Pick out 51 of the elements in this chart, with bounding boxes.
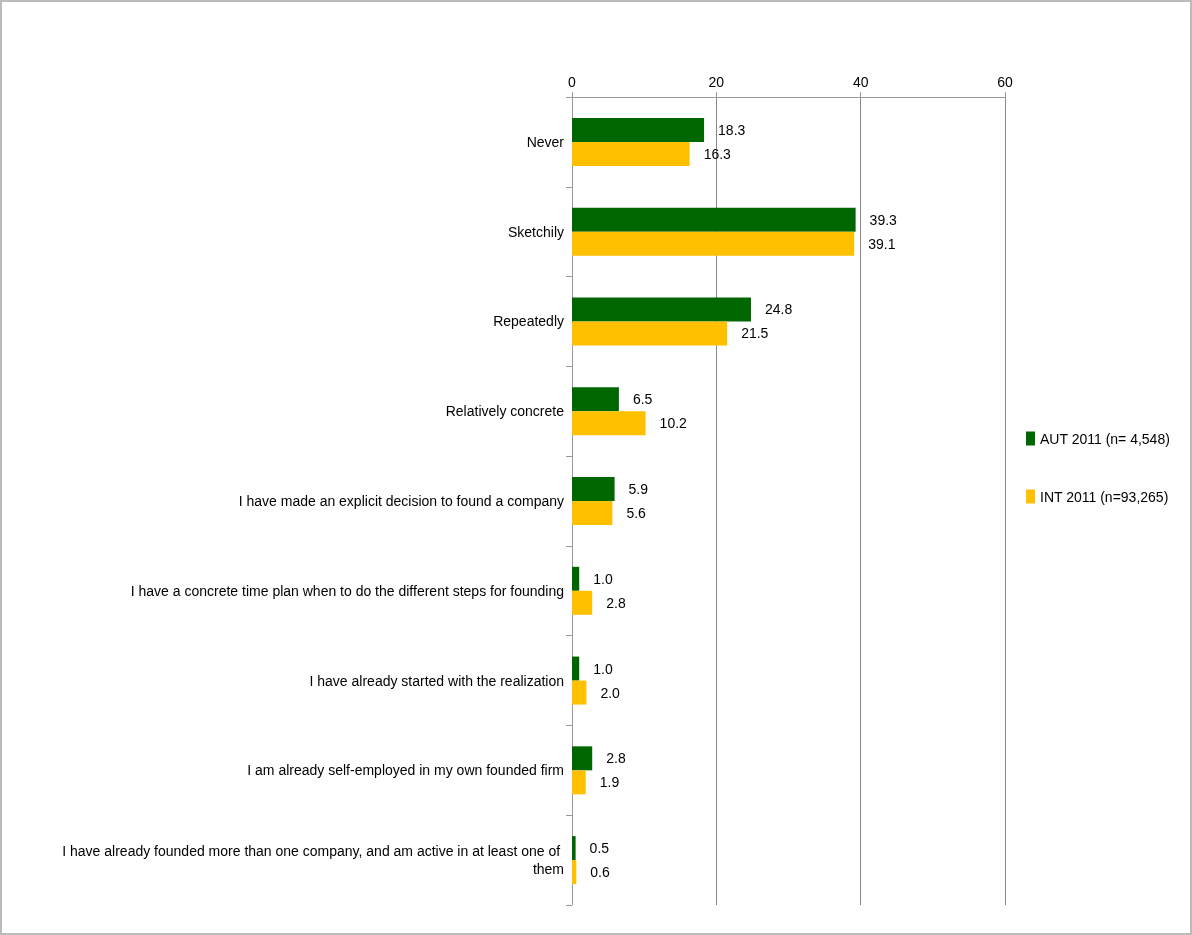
legend-label: AUT 2011 (n= 4,548) bbox=[1040, 430, 1170, 447]
bar bbox=[572, 321, 728, 346]
y-tick-label: Relatively concrete bbox=[445, 403, 565, 420]
x-tick-label: 60 bbox=[997, 74, 1013, 90]
bar bbox=[572, 477, 615, 501]
data-label: 0.5 bbox=[589, 840, 610, 857]
bar bbox=[572, 297, 751, 322]
y-tick-label: Never bbox=[526, 133, 565, 150]
bar bbox=[572, 231, 855, 256]
y-tick-label: I have already founded more than one company, and am active in at least one of them bbox=[62, 843, 564, 878]
y-tick-label: I have already started with the realization bbox=[309, 672, 564, 689]
data-label: 2.0 bbox=[600, 684, 621, 701]
bar bbox=[572, 680, 587, 705]
bar bbox=[572, 411, 646, 436]
x-tick-label: 0 bbox=[568, 74, 577, 90]
data-label: 6.5 bbox=[632, 391, 653, 408]
y-tick-label: I have made an explicit decision to found a company bbox=[238, 493, 564, 509]
bar bbox=[572, 117, 705, 142]
x-tick-label: 40 bbox=[852, 74, 869, 90]
data-label: 1.0 bbox=[593, 660, 613, 677]
y-tick-label: I have a concrete time plan when to do the different steps for founding bbox=[130, 582, 564, 599]
bar bbox=[572, 860, 577, 885]
data-label: 1.0 bbox=[593, 570, 613, 587]
data-label: 16.3 bbox=[703, 145, 732, 162]
data-label: 1.9 bbox=[599, 774, 620, 791]
bar bbox=[572, 501, 613, 525]
legend-label: INT 2011 (n=93,265) bbox=[1040, 488, 1169, 505]
x-tick-label: 20 bbox=[708, 74, 725, 90]
data-label: 24.8 bbox=[764, 301, 793, 318]
data-label: 2.8 bbox=[606, 750, 626, 767]
bar bbox=[572, 387, 619, 412]
bar bbox=[572, 770, 586, 795]
data-label: 0.6 bbox=[590, 864, 611, 881]
data-label: 5.6 bbox=[626, 505, 647, 521]
y-tick-label: I am already self-employed in my own founded firm bbox=[247, 762, 564, 779]
data-label: 18.3 bbox=[718, 121, 746, 138]
data-label: 2.8 bbox=[606, 594, 626, 611]
data-label: 21.5 bbox=[741, 325, 769, 342]
data-label: 39.1 bbox=[868, 235, 896, 252]
data-label: 5.9 bbox=[628, 481, 649, 497]
y-tick-label: Repeatedly bbox=[493, 313, 564, 330]
data-label: 10.2 bbox=[659, 415, 688, 432]
bar bbox=[572, 656, 580, 681]
bar bbox=[572, 207, 856, 232]
bar bbox=[572, 590, 593, 615]
bar bbox=[572, 836, 576, 861]
bar bbox=[572, 141, 690, 166]
y-tick-label: Sketchily bbox=[507, 223, 564, 240]
bar bbox=[572, 566, 580, 591]
bar bbox=[572, 746, 593, 771]
data-label: 39.3 bbox=[869, 211, 898, 228]
